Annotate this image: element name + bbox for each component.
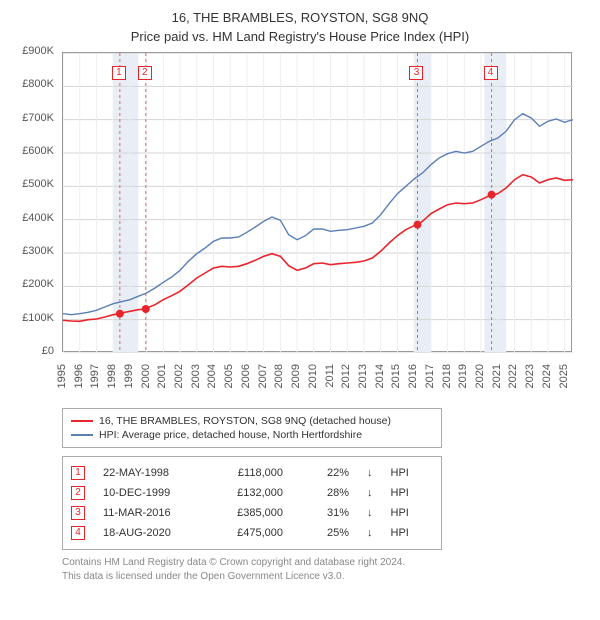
down-arrow-icon: ↓ <box>367 527 373 539</box>
sales-row: 1 22-MAY-1998 £118,000 22% ↓ HPI <box>71 463 433 483</box>
legend-item: HPI: Average price, detached house, Nort… <box>71 428 433 442</box>
y-axis-label: £900K <box>14 45 54 57</box>
attribution-line-2: This data is licensed under the Open Gov… <box>62 570 586 584</box>
x-axis-label: 2008 <box>273 364 285 388</box>
down-arrow-icon: ↓ <box>367 507 373 519</box>
y-axis-label: £0 <box>14 345 54 357</box>
x-axis-label: 2009 <box>290 364 302 388</box>
sales-row-diff: 25% <box>301 527 349 539</box>
x-axis-label: 1996 <box>73 364 85 388</box>
sale-marker-label: 1 <box>112 66 126 80</box>
sales-row: 2 10-DEC-1999 £132,000 28% ↓ HPI <box>71 483 433 503</box>
down-arrow-icon: ↓ <box>367 487 373 499</box>
x-axis-label: 2019 <box>457 364 469 388</box>
sales-row-date: 11-MAR-2016 <box>103 507 195 519</box>
sales-row-price: £118,000 <box>213 467 283 479</box>
sales-row-diff: 22% <box>301 467 349 479</box>
sale-marker-label: 2 <box>138 66 152 80</box>
y-axis-label: £800K <box>14 78 54 90</box>
x-axis-label: 2003 <box>190 364 202 388</box>
attribution-line-1: Contains HM Land Registry data © Crown c… <box>62 556 586 570</box>
y-axis-label: £500K <box>14 178 54 190</box>
chart-title-address: 16, THE BRAMBLES, ROYSTON, SG8 9NQ <box>14 10 586 25</box>
legend-swatch <box>71 434 93 436</box>
sales-row-marker: 4 <box>71 526 85 540</box>
plot-svg <box>63 53 573 353</box>
legend-item: 16, THE BRAMBLES, ROYSTON, SG8 9NQ (deta… <box>71 414 433 428</box>
x-axis-label: 2004 <box>206 364 218 388</box>
x-axis-label: 2024 <box>541 364 553 388</box>
x-axis-label: 2002 <box>173 364 185 388</box>
sales-row: 3 11-MAR-2016 £385,000 31% ↓ HPI <box>71 503 433 523</box>
chart-area: £0 £100K £200K £300K £400K £500K £600K £700K £80… <box>14 52 586 402</box>
sales-row-hpi: HPI <box>391 507 434 519</box>
x-axis-label: 1998 <box>106 364 118 388</box>
sales-row-hpi: HPI <box>391 487 434 499</box>
chart-container: 16, THE BRAMBLES, ROYSTON, SG8 9NQ Price… <box>0 0 600 593</box>
down-arrow-icon: ↓ <box>367 467 373 479</box>
x-axis-label: 2021 <box>491 364 503 388</box>
legend-label: 16, THE BRAMBLES, ROYSTON, SG8 9NQ (deta… <box>99 415 391 427</box>
sales-row-hpi: HPI <box>391 467 434 479</box>
title-block: 16, THE BRAMBLES, ROYSTON, SG8 9NQ Price… <box>14 10 586 44</box>
x-axis-label: 2007 <box>257 364 269 388</box>
x-axis-label: 2012 <box>340 364 352 388</box>
x-axis-label: 2020 <box>474 364 486 388</box>
x-axis-label: 1995 <box>56 364 68 388</box>
x-axis-label: 2013 <box>357 364 369 388</box>
chart-title-subtitle: Price paid vs. HM Land Registry's House … <box>14 29 586 44</box>
sales-row-date: 22-MAY-1998 <box>103 467 195 479</box>
x-axis-label: 2000 <box>140 364 152 388</box>
y-axis-label: £400K <box>14 212 54 224</box>
legend-box: 16, THE BRAMBLES, ROYSTON, SG8 9NQ (deta… <box>62 408 442 448</box>
sales-row-marker: 2 <box>71 486 85 500</box>
sale-marker-label: 3 <box>409 66 423 80</box>
y-axis-label: £100K <box>14 312 54 324</box>
sales-row-price: £475,000 <box>213 527 283 539</box>
x-axis-label: 2023 <box>524 364 536 388</box>
x-axis-label: 2005 <box>223 364 235 388</box>
x-axis-label: 2016 <box>407 364 419 388</box>
y-axis-label: £200K <box>14 278 54 290</box>
x-axis-label: 1997 <box>89 364 101 388</box>
x-axis-label: 2010 <box>307 364 319 388</box>
sales-table: 1 22-MAY-1998 £118,000 22% ↓ HPI 2 10-DEC-1999 £… <box>62 456 442 550</box>
x-axis-label: 2022 <box>507 364 519 388</box>
x-axis-label: 2001 <box>156 364 168 388</box>
y-axis-label: £700K <box>14 112 54 124</box>
attribution: Contains HM Land Registry data © Crown c… <box>62 556 586 583</box>
x-axis-label: 2015 <box>390 364 402 388</box>
x-axis-label: 2017 <box>424 364 436 388</box>
x-axis-label: 2025 <box>558 364 570 388</box>
y-axis-label: £300K <box>14 245 54 257</box>
sales-row: 4 18-AUG-2020 £475,000 25% ↓ HPI <box>71 523 433 543</box>
sales-row-diff: 31% <box>301 507 349 519</box>
y-axis-label: £600K <box>14 145 54 157</box>
sales-row-date: 18-AUG-2020 <box>103 527 195 539</box>
sales-row-hpi: HPI <box>391 527 434 539</box>
sales-row-marker: 1 <box>71 466 85 480</box>
sales-row-diff: 28% <box>301 487 349 499</box>
plot-area <box>62 52 572 352</box>
sales-row-price: £385,000 <box>213 507 283 519</box>
legend-swatch <box>71 420 93 422</box>
sales-row-price: £132,000 <box>213 487 283 499</box>
legend-label: HPI: Average price, detached house, Nort… <box>99 429 362 441</box>
x-axis-label: 1999 <box>123 364 135 388</box>
sale-marker-label: 4 <box>484 66 498 80</box>
x-axis-label: 2018 <box>441 364 453 388</box>
sales-row-date: 10-DEC-1999 <box>103 487 195 499</box>
sales-row-marker: 3 <box>71 506 85 520</box>
x-axis-label: 2006 <box>240 364 252 388</box>
x-axis-label: 2014 <box>374 364 386 388</box>
x-axis-label: 2011 <box>324 364 336 388</box>
